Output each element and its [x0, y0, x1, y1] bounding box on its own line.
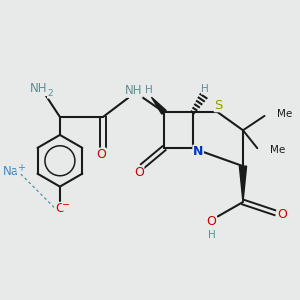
Text: 2: 2 — [47, 89, 53, 98]
Text: H: H — [201, 84, 209, 94]
Text: S: S — [214, 99, 223, 112]
Text: O: O — [134, 166, 144, 179]
Polygon shape — [239, 166, 247, 202]
Text: NH: NH — [125, 84, 142, 97]
Text: Me: Me — [270, 145, 285, 155]
Text: Me: Me — [277, 109, 292, 119]
Text: NH: NH — [30, 82, 47, 95]
Text: O: O — [55, 202, 65, 215]
Text: O: O — [206, 215, 216, 228]
Text: O: O — [277, 208, 287, 221]
Text: +: + — [17, 163, 25, 173]
Text: O: O — [96, 148, 106, 161]
Text: N: N — [193, 145, 203, 158]
Polygon shape — [152, 97, 166, 114]
Text: H: H — [145, 85, 153, 95]
Text: −: − — [62, 200, 70, 210]
Text: Na: Na — [3, 165, 19, 178]
Text: H: H — [208, 230, 215, 240]
